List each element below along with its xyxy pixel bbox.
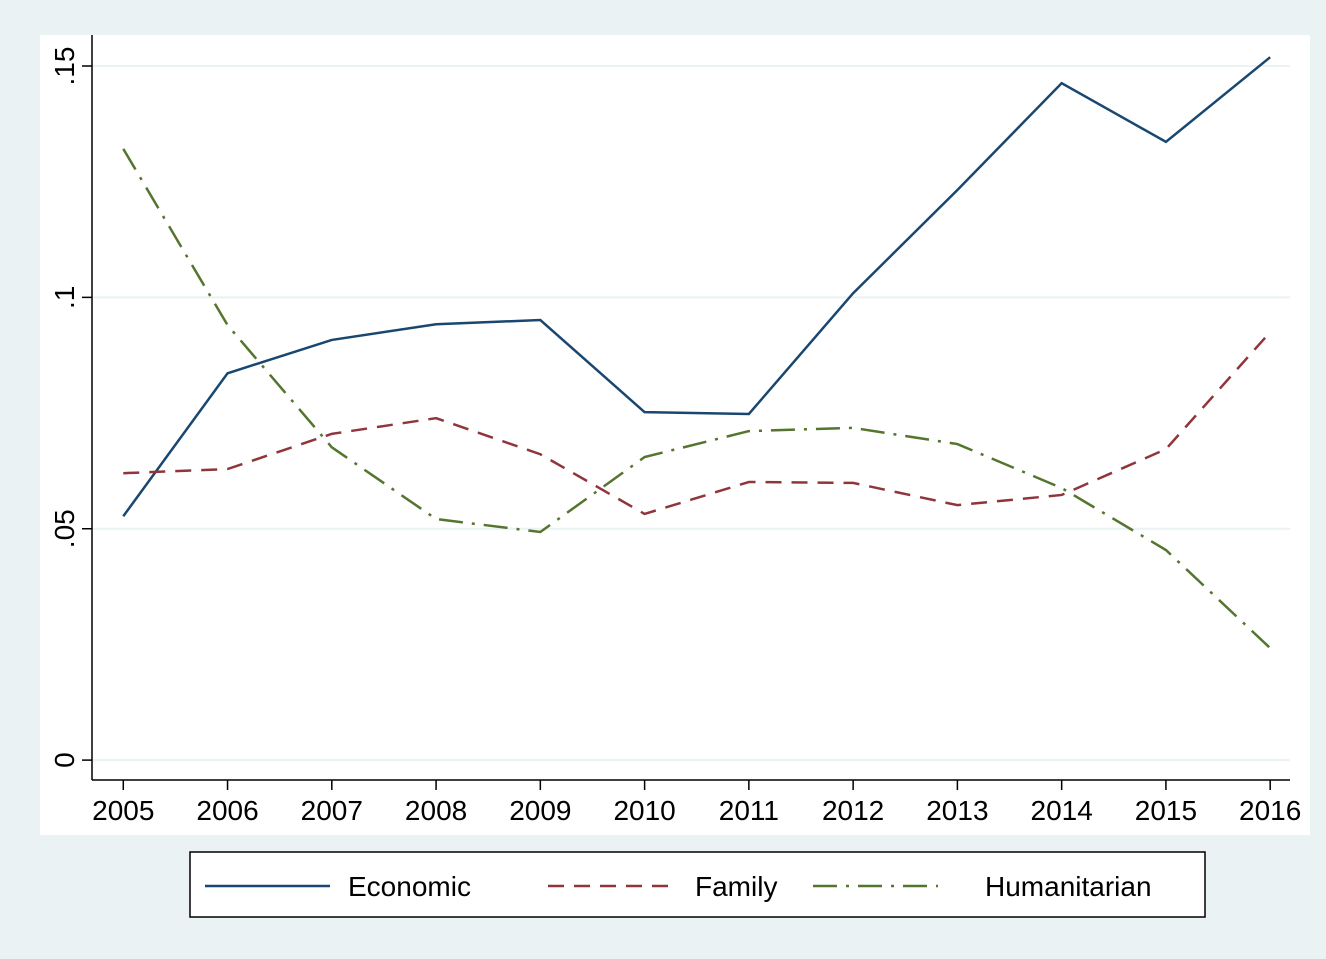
x-tick-label: 2016 [1239,795,1301,826]
x-tick-label: 2011 [719,795,779,826]
plot-region [40,35,1310,835]
x-tick-label: 2006 [196,795,258,826]
series-line [122,56,1271,517]
x-tick-label: 2007 [301,795,363,826]
x-tick-label: 2013 [926,795,988,826]
y-tick-label: 0 [49,752,80,768]
legend-box [189,851,1206,918]
x-tick-label: 2009 [509,795,571,826]
series-line [122,148,1272,650]
x-tick-label: 2010 [613,795,675,826]
x-tick-label: 2008 [405,795,467,826]
legend-label: Family [695,871,777,902]
x-tick-label: 2014 [1031,795,1093,826]
y-tick-label: .05 [49,509,80,548]
legend-label: Humanitarian [985,871,1152,902]
x-tick-label: 2012 [822,795,884,826]
y-tick-label: .15 [49,47,80,86]
x-tick-label: 2005 [92,795,154,826]
legend-label: Economic [348,871,471,902]
y-tick-label: .1 [49,286,80,309]
series-line [123,331,1272,516]
x-tick-label: 2015 [1135,795,1197,826]
